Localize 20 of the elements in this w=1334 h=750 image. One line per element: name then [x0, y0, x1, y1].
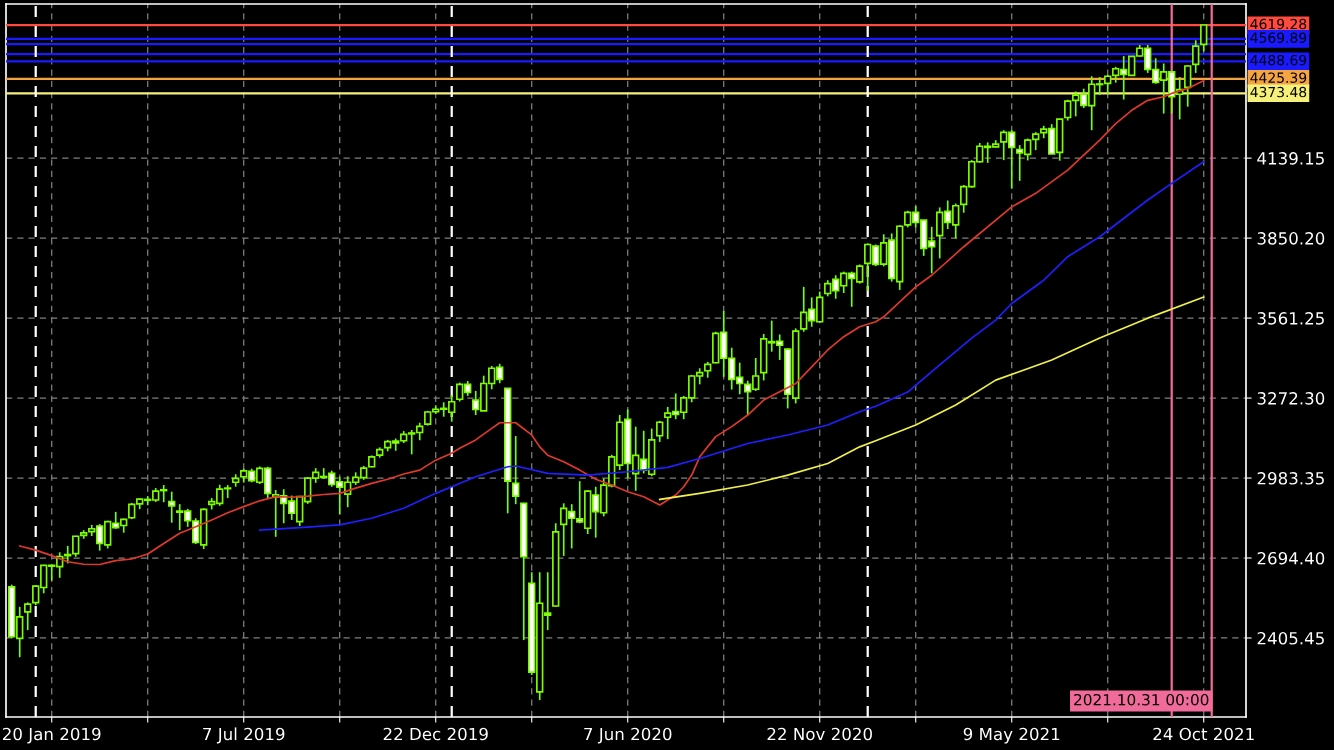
x-tick-label: 7 Jul 2019: [203, 727, 285, 744]
y-tick-label: 3850.20: [1257, 232, 1325, 245]
x-tick-label: 9 May 2021: [963, 727, 1060, 744]
x-tick-label: 24 Oct 2021: [1153, 727, 1254, 741]
x-tick-label: 22 Nov 2020: [767, 727, 872, 741]
ref-line-label: 4373.48: [1250, 86, 1307, 98]
y-tick-label: 4139.15: [1257, 152, 1324, 165]
ref-line-label: 4425.39: [1250, 72, 1307, 83]
ref-line-label: 2021.10.31 00:00: [1074, 693, 1209, 706]
y-tick-label: 2694.40: [1257, 551, 1325, 565]
x-tick-label: 7 Jun 2020: [584, 727, 672, 744]
y-tick-label: 2405.45: [1257, 631, 1324, 645]
ref-line-label: 4569.89: [1250, 32, 1307, 43]
x-tick-label: 20 Jan 2019: [2, 727, 101, 744]
y-tick-label: 3561.25: [1257, 312, 1324, 325]
ref-line-label: 4488.69: [1250, 54, 1307, 66]
ref-line-label: 4619.28: [1250, 18, 1307, 30]
x-tick-label: 22 Dec 2019: [383, 727, 488, 741]
y-tick-label: 2983.35: [1257, 472, 1324, 485]
y-tick-label: 3272.30: [1257, 392, 1325, 405]
